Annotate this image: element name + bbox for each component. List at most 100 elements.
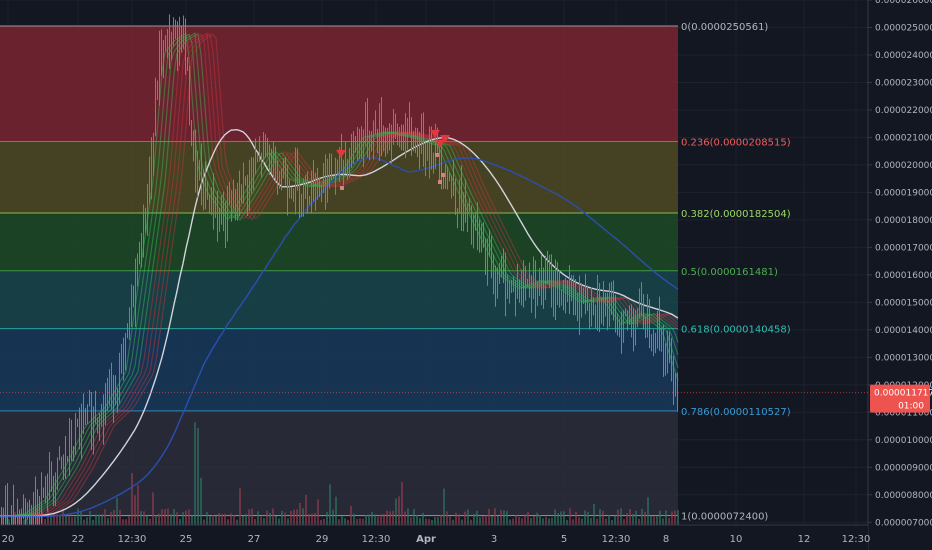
volume-bar	[146, 515, 148, 525]
y-tick-label: 0.0000200000	[875, 161, 932, 171]
volume-bar	[56, 514, 58, 525]
volume-bar	[572, 519, 574, 525]
x-tick-label: 20	[2, 534, 15, 545]
x-tick-label: 29	[316, 534, 329, 545]
volume-bar	[563, 511, 565, 525]
volume-bar	[62, 508, 64, 525]
volume-bar	[95, 514, 97, 525]
volume-bar	[314, 512, 316, 525]
volume-bar	[668, 517, 670, 525]
volume-bar	[176, 512, 178, 525]
x-tick-label: 12	[798, 534, 811, 545]
volume-bar	[542, 518, 544, 525]
volume-bar	[497, 515, 499, 525]
volume-bar	[149, 519, 151, 525]
fib-label-0.786: 0.786(0.0000110527)	[681, 407, 791, 418]
volume-bar	[116, 497, 118, 525]
volume-bar	[473, 513, 475, 525]
x-tick-label: Apr	[416, 534, 436, 545]
volume-bar	[365, 515, 367, 525]
volume-bar	[134, 495, 136, 525]
volume-bar	[584, 510, 586, 525]
volume-bar	[131, 473, 133, 525]
fib-zone-0	[0, 25, 678, 142]
volume-bar	[182, 512, 184, 525]
x-axis[interactable]: 20 22 12:30 25 27 29 12:30 Apr 3 5 12:30 8 10 12 12:30	[0, 524, 871, 550]
volume-bar	[59, 515, 61, 525]
volume-bar	[647, 497, 649, 525]
volume-bar	[590, 518, 592, 525]
volume-bar	[353, 513, 355, 525]
sell-signal-marker	[336, 150, 346, 158]
volume-bar	[461, 519, 463, 525]
volume-bar	[305, 495, 307, 525]
volume-bar	[173, 509, 175, 525]
volume-bar	[434, 517, 436, 525]
y-tick-label: 0.0000230000	[875, 78, 932, 88]
volume-bar	[554, 509, 556, 525]
volume-bar	[458, 514, 460, 525]
y-tick-label: 0.0000210000	[875, 133, 932, 143]
volume-bar	[263, 518, 265, 525]
volume-bar	[551, 517, 553, 525]
volume-bar	[671, 511, 673, 525]
x-tick-label: 12:30	[842, 534, 871, 545]
volume-bar	[488, 508, 490, 525]
volume-bar	[455, 512, 457, 525]
volume-bar	[167, 508, 169, 525]
volume-bar	[179, 519, 181, 525]
volume-bar	[608, 515, 610, 525]
volume-bar	[341, 516, 343, 525]
volume-bar	[464, 511, 466, 525]
volume-bar	[89, 511, 91, 525]
y-axis[interactable]: 0.0000260000 0.0000250000 0.0000240000 0.00…	[867, 0, 932, 550]
volume-bar	[356, 518, 358, 525]
volume-bar	[602, 510, 604, 525]
volume-bar	[113, 510, 115, 525]
volume-bar	[83, 519, 85, 525]
volume-bar	[605, 518, 607, 525]
volume-bar	[644, 511, 646, 525]
volume-bar	[404, 511, 406, 525]
candles	[1, 14, 678, 550]
volume-bar	[503, 510, 505, 525]
volume-bar	[656, 516, 658, 525]
volume-bar	[311, 513, 313, 525]
volume-bar	[491, 516, 493, 525]
volume-bar	[290, 510, 292, 525]
volume-bar	[209, 516, 211, 525]
volume-bar	[80, 511, 82, 525]
volume-bar	[236, 519, 238, 525]
x-axis-bg	[0, 525, 868, 550]
volume-bar	[227, 519, 229, 525]
volume-bar	[440, 515, 442, 525]
volume-bar	[509, 519, 511, 525]
volume-bar	[593, 503, 595, 525]
volume-bar	[239, 488, 241, 525]
volume-bar	[326, 511, 328, 525]
volume-bar	[122, 519, 124, 525]
x-tick-label: 10	[730, 534, 743, 545]
volume-bar	[137, 484, 139, 525]
signal-square	[441, 173, 445, 177]
volume-bar	[245, 514, 247, 525]
volume-bar	[26, 518, 28, 525]
volume-bar	[266, 510, 268, 525]
volume-bar	[248, 509, 250, 525]
countdown-value: 01:00	[898, 402, 924, 412]
volume-bar	[587, 511, 589, 525]
volume-bar	[335, 496, 337, 525]
volume-bar	[674, 510, 676, 525]
volume-bar	[596, 518, 598, 525]
volume-bar	[401, 481, 403, 525]
x-tick-label: 3	[491, 534, 497, 545]
volume-bar	[152, 492, 154, 525]
volume-bar	[224, 513, 226, 525]
volume-bar	[578, 517, 580, 525]
y-tick-label: 0.0000240000	[875, 51, 932, 61]
y-tick-label: 0.0000160000	[875, 271, 932, 281]
volume-bar	[323, 518, 325, 525]
volume-bar	[368, 514, 370, 525]
